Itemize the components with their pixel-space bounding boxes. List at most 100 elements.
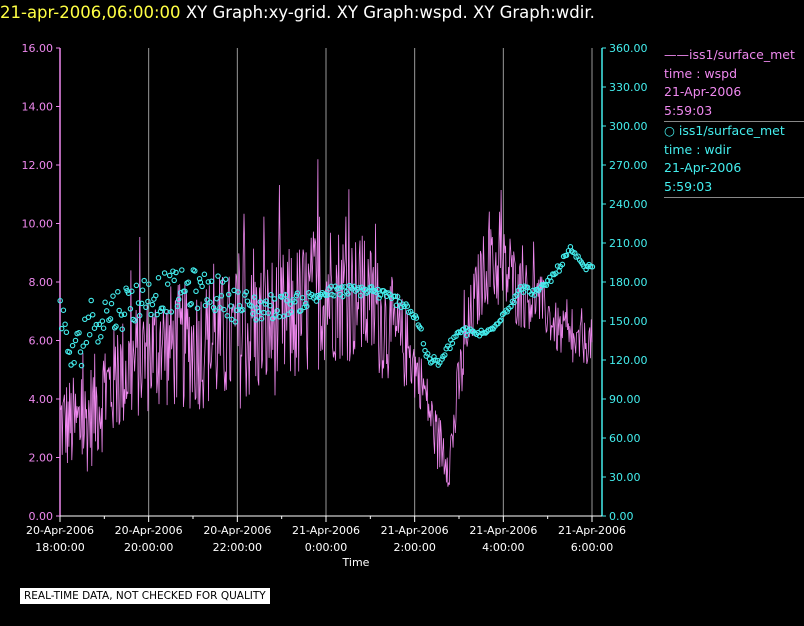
x-tick-date-label: 21-Apr-2006 (469, 524, 537, 537)
wspd-series-line (59, 159, 593, 487)
wdir-point (427, 360, 434, 366)
wdir-point (340, 293, 346, 300)
wdir-point (377, 292, 384, 298)
wdir-point (95, 339, 101, 345)
x-axis-title: Time (342, 556, 370, 569)
wdir-point (232, 319, 239, 325)
wdir-point (210, 304, 217, 311)
wdir-point (201, 271, 208, 278)
wdir-point (453, 333, 459, 339)
legend-wdir-date: 21-Apr-2006 (664, 160, 742, 175)
wdir-point (302, 300, 309, 307)
wdir-point (298, 307, 304, 314)
x-tick-time-label: 22:00:00 (213, 541, 262, 554)
wdir-point (511, 299, 517, 306)
wdir-point (174, 303, 181, 310)
wdir-point (282, 292, 289, 298)
wdir-point (293, 292, 300, 299)
wdir-point (121, 311, 128, 318)
wdir-point (225, 291, 232, 298)
wdir-point (392, 293, 398, 300)
wdir-point (449, 340, 456, 346)
left-axis-tick-label: 14.00 (22, 101, 54, 114)
wdir-point (77, 349, 84, 355)
x-tick-time-label: 2:00:00 (393, 541, 435, 554)
x-tick-time-label: 6:00:00 (571, 541, 613, 554)
wdir-point (482, 330, 489, 336)
wdir-point (115, 289, 121, 295)
wdir-point (143, 304, 149, 311)
wdir-point (357, 292, 364, 299)
wdir-point (336, 285, 342, 292)
wdir-point (253, 317, 259, 323)
wdir-point (520, 289, 527, 295)
wdir-point (376, 295, 382, 301)
x-tick-time-label: 20:00:00 (124, 541, 173, 554)
wdir-point (139, 287, 146, 293)
wdir-point (146, 281, 152, 287)
wdir-point (240, 307, 246, 313)
wdir-point (192, 268, 198, 274)
wdir-point (133, 282, 140, 289)
right-axis-tick-label: 300.00 (609, 120, 648, 133)
wdir-point (394, 293, 401, 300)
wdir-point (127, 306, 134, 312)
wdir-point (155, 275, 162, 281)
wdir-point (432, 357, 438, 363)
wdir-point (385, 290, 392, 296)
wdir-point (288, 309, 295, 315)
wdir-point (129, 288, 135, 295)
right-axis-tick-label: 180.00 (609, 276, 648, 289)
wdir-point (171, 277, 177, 284)
wdir-point (88, 297, 94, 304)
legend-wdir-name: ○ iss1/surface_met (664, 123, 785, 138)
wdir-point (170, 268, 176, 274)
legend-wdir-clock: 5:59:03 (664, 178, 713, 194)
x-tick-time-label: 0:00:00 (305, 541, 347, 554)
wdir-point (149, 301, 156, 308)
left-axis-tick-label: 10.00 (22, 218, 54, 231)
wdir-point (72, 337, 79, 344)
wdir-point (268, 292, 274, 298)
left-axis-tick-label: 4.00 (29, 393, 54, 406)
wdir-point (265, 310, 272, 316)
right-axis-tick-label: 360.00 (609, 42, 648, 55)
wdir-point (214, 295, 220, 302)
wdir-point (228, 303, 234, 309)
wdir-point (248, 303, 255, 309)
legend-wdir-time: time : wdir (664, 141, 732, 157)
right-axis-tick-label: 60.00 (609, 432, 641, 445)
wdir-point (299, 294, 306, 301)
x-tick-time-label: 18:00:00 (35, 541, 84, 554)
wdir-point (148, 311, 154, 318)
wdir-point (393, 302, 400, 309)
wdir-point (563, 252, 570, 259)
wdir-point (71, 359, 77, 366)
wdir-point (224, 313, 231, 319)
wdir-point (439, 356, 445, 362)
wdir-point (316, 294, 323, 301)
wdir-point (132, 317, 138, 324)
wdir-point (413, 315, 420, 321)
title-graph-wdir: XY Graph:wdir. (472, 3, 595, 22)
wdir-point (107, 316, 114, 322)
wdir-point (196, 276, 203, 282)
wdir-point (313, 298, 320, 304)
wdir-point (263, 298, 269, 304)
wdir-point (80, 343, 86, 349)
legend: ——iss1/surface_met time : wspd 21-Apr-20… (664, 46, 804, 198)
wdir-point (583, 266, 589, 273)
wdir-point (194, 305, 201, 312)
left-axis-tick-label: 12.00 (22, 159, 54, 172)
wdir-point (116, 307, 122, 314)
wdir-point (404, 303, 411, 309)
wdir-point (524, 284, 531, 290)
wdir-point (251, 294, 258, 300)
wdir-point (262, 301, 269, 307)
right-axis-tick-label: 240.00 (609, 198, 648, 211)
wdir-point (559, 261, 566, 268)
legend-divider (664, 197, 804, 198)
wdir-point (250, 311, 256, 317)
right-axis-tick-label: 270.00 (609, 159, 648, 172)
